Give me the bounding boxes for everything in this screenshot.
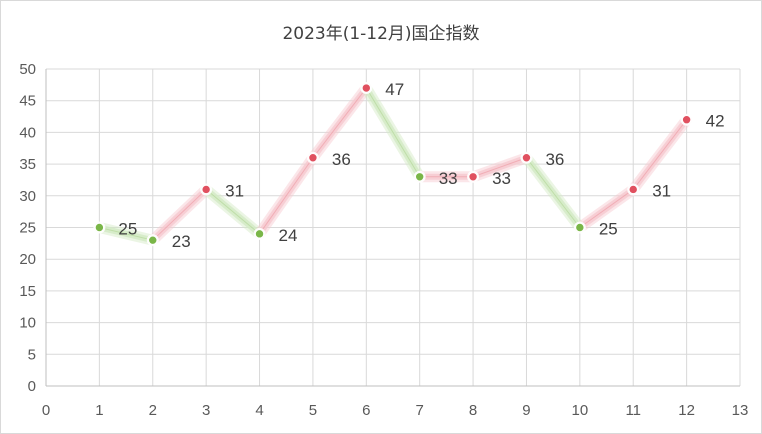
y-tick-label: 50: [19, 61, 36, 78]
data-label: 33: [439, 169, 458, 188]
chart-title: 2023年(1-12月)国企指数: [282, 24, 480, 44]
x-tick-label: 10: [572, 402, 589, 419]
data-point: [521, 153, 532, 163]
data-point: [575, 222, 585, 233]
data-point: [148, 235, 158, 245]
data-label: 42: [706, 112, 725, 131]
data-label: 33: [492, 169, 511, 188]
series-segments: [93, 82, 693, 246]
segment-line: [152, 189, 207, 241]
y-tick-label: 15: [19, 283, 36, 300]
segment-glow-inner: [630, 116, 690, 193]
segment-glow-inner: [256, 154, 316, 237]
data-point: [628, 184, 638, 195]
x-tick-label: 0: [42, 402, 50, 419]
data-label: 31: [652, 181, 671, 200]
x-tick-label: 1: [95, 402, 103, 419]
y-tick-label: 45: [19, 93, 36, 110]
y-tick-label: 0: [28, 378, 36, 395]
data-label: 23: [172, 232, 191, 251]
data-label: 47: [385, 80, 404, 99]
data-label: 36: [545, 150, 564, 169]
segment-line: [259, 157, 314, 235]
grid-layer: [45, 68, 741, 387]
segment-line: [472, 157, 527, 178]
segment-glow-inner: [470, 154, 530, 180]
x-tick-label: 6: [362, 402, 370, 419]
data-label: 36: [332, 150, 351, 169]
segment-line: [99, 227, 153, 241]
y-tick-label: 5: [28, 346, 36, 363]
data-point: [468, 172, 478, 182]
data-labels: 25 23 31 24 36 47 33 33 36 25 31 42: [118, 80, 724, 251]
y-tick-label: 30: [19, 188, 36, 205]
segment-glow-inner: [203, 186, 263, 237]
x-tick-label: 3: [202, 402, 210, 419]
data-label: 31: [225, 181, 244, 200]
segment-glow-inner: [363, 85, 423, 180]
data-label: 24: [279, 226, 298, 245]
series-points: [93, 82, 693, 247]
x-tick-label: 13: [732, 402, 749, 419]
data-label: 25: [118, 220, 137, 239]
segment-glow-inner: [309, 85, 370, 161]
segment-line: [205, 189, 260, 235]
data-point: [201, 184, 211, 195]
y-tick-label: 10: [19, 315, 36, 332]
segment-glow-inner: [149, 186, 210, 244]
data-point: [361, 83, 372, 93]
x-tick-label: 7: [416, 402, 424, 419]
y-tick-label: 40: [19, 124, 36, 141]
segment-glow-inner: [576, 186, 637, 231]
x-tick-label: 2: [149, 402, 157, 419]
segment-line: [632, 119, 688, 190]
x-tick-label: 11: [625, 402, 641, 419]
segment-glow-inner: [523, 154, 583, 231]
segment-glow-inner: [96, 224, 156, 244]
y-tick-label: 20: [19, 251, 36, 268]
data-point: [414, 172, 425, 182]
x-tick-label: 9: [522, 402, 530, 419]
data-point: [681, 115, 692, 125]
x-tick-label: 8: [469, 402, 477, 419]
data-point: [254, 229, 265, 239]
y-tick-label: 25: [19, 220, 36, 237]
data-label: 25: [599, 220, 618, 239]
segment-line: [365, 87, 421, 178]
x-tick-label: 5: [309, 402, 317, 419]
segment-line: [526, 157, 581, 228]
data-point: [94, 222, 105, 233]
data-point: [308, 153, 318, 163]
x-tick-label: 12: [678, 402, 695, 419]
y-tick-label: 35: [19, 156, 36, 173]
segment-line: [579, 189, 634, 228]
segment-line: [312, 87, 367, 159]
x-tick-label: 4: [255, 402, 263, 419]
